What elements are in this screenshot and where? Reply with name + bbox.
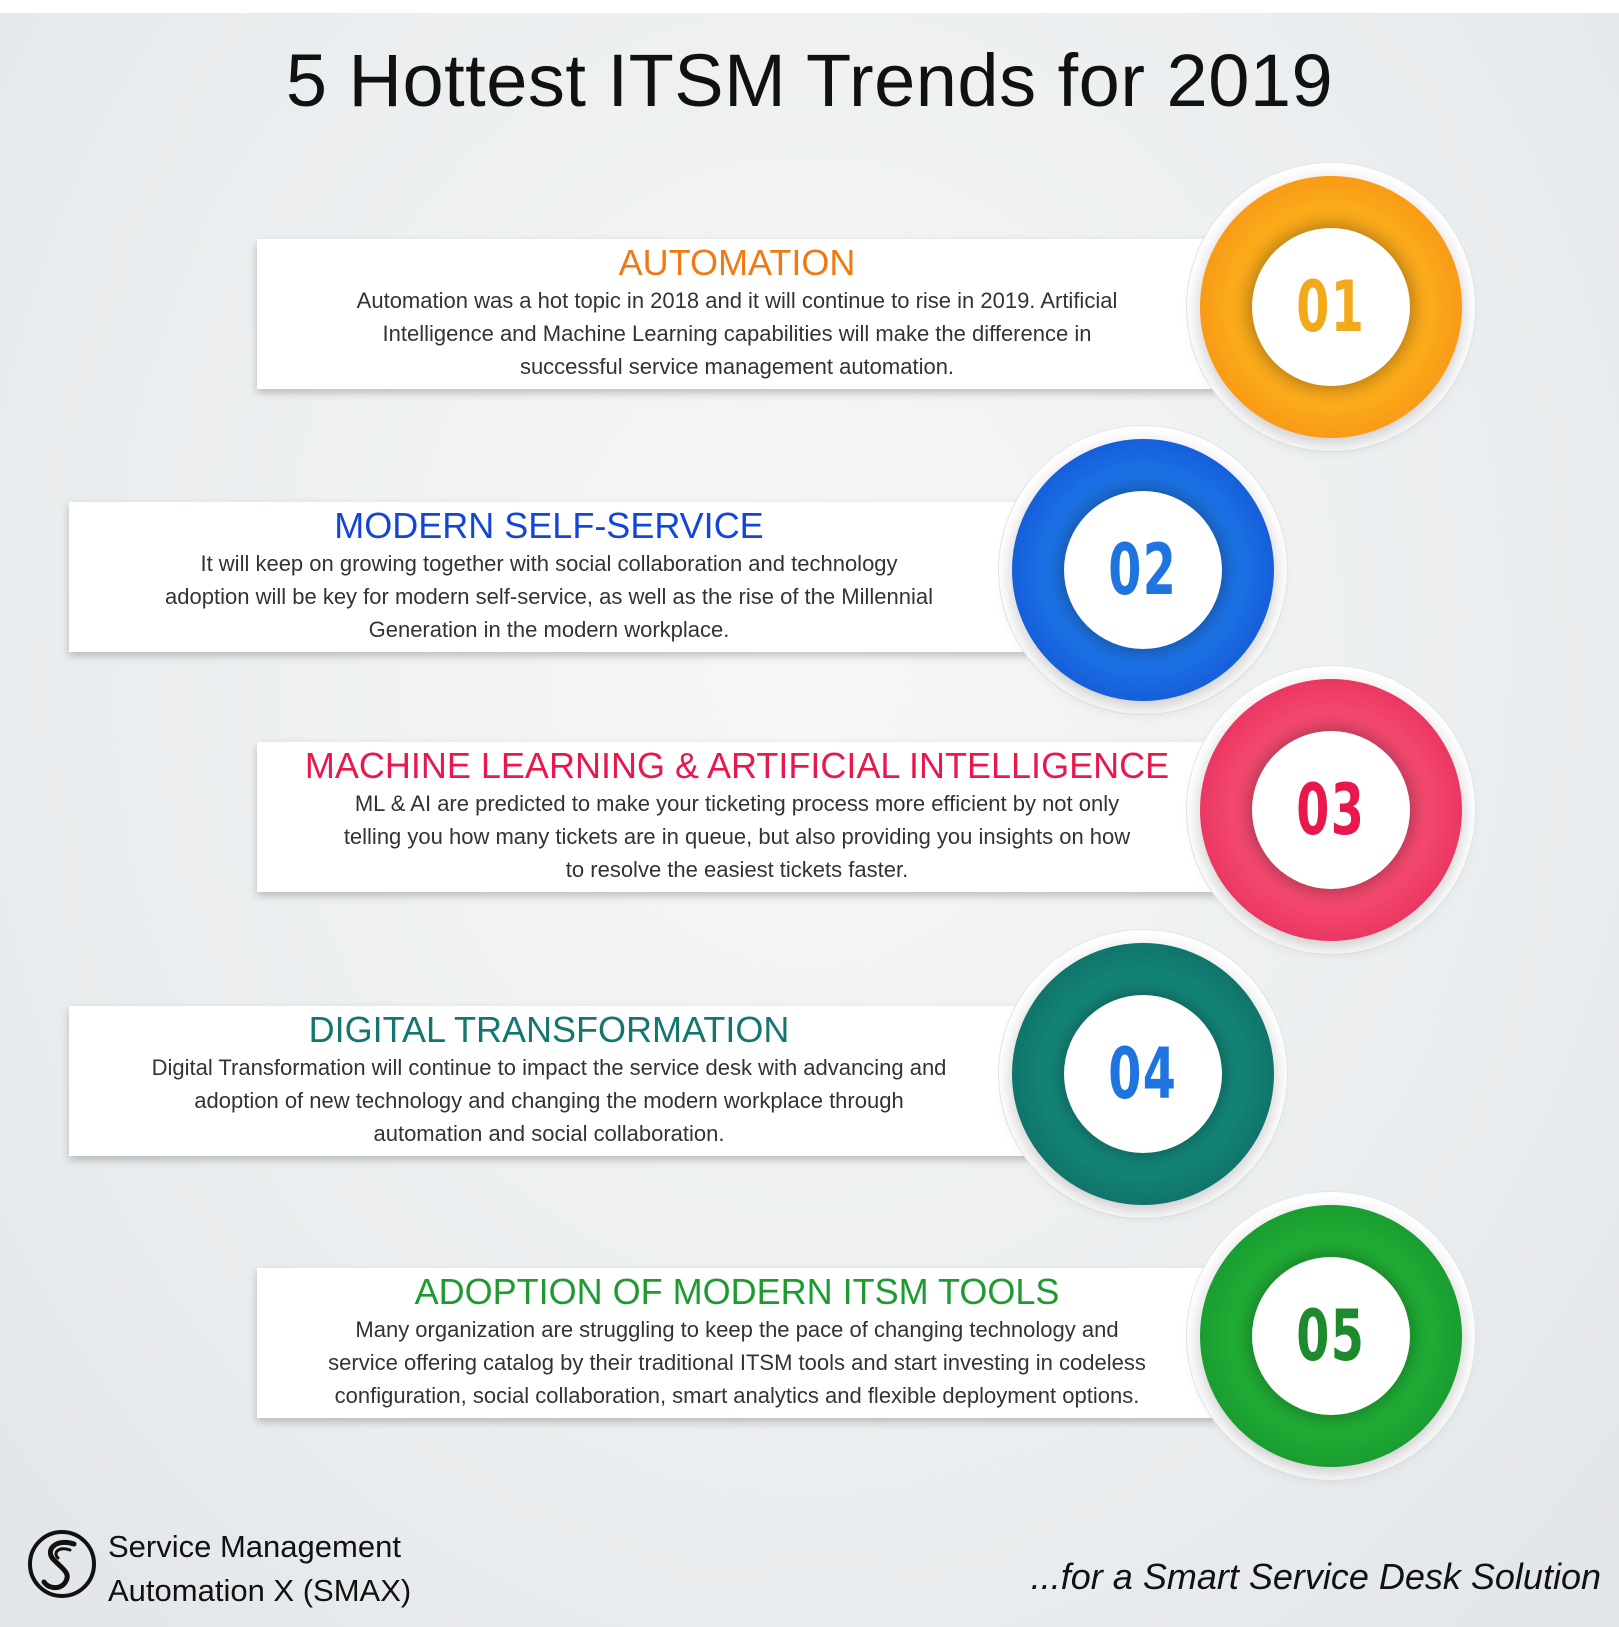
trend-card-adoption-itsm-tools: ADOPTION OF MODERN ITSM TOOLS Many organ… — [257, 1268, 1217, 1418]
number-badge-05: 05 — [1200, 1205, 1462, 1467]
number-badge-04: 04 — [1012, 943, 1274, 1205]
badge-number: 04 — [1108, 1033, 1178, 1115]
brand-line: Automation X (SMAX) — [108, 1573, 412, 1608]
tagline: ...for a Smart Service Desk Solution — [1030, 1556, 1601, 1597]
trend-heading: DIGITAL TRANSFORMATION — [308, 1008, 790, 1050]
description-line: to resolve the easiest tickets faster. — [565, 856, 909, 882]
number-badge-03: 03 — [1200, 679, 1462, 941]
trend-description: Digital Transformation will continue to … — [152, 1051, 947, 1150]
smax-logo-icon — [28, 1530, 96, 1598]
number-badge-01: 01 — [1200, 176, 1462, 438]
trend-card-digital-transformation: DIGITAL TRANSFORMATION Digital Transform… — [69, 1006, 1029, 1156]
badge-number: 02 — [1108, 529, 1178, 611]
brand-name: Service Management Automation X (SMAX) — [108, 1525, 411, 1613]
description-line: Generation in the modern workplace. — [368, 616, 730, 642]
badge-number: 01 — [1296, 266, 1366, 348]
trend-description: It will keep on growing together with so… — [165, 547, 933, 646]
description-line: successful service management automation… — [519, 353, 955, 379]
trend-heading: MACHINE LEARNING & ARTIFICIAL INTELLIGEN… — [304, 744, 1170, 786]
description-line: Many organization are struggling to keep… — [355, 1316, 1119, 1342]
badge-number: 03 — [1296, 769, 1366, 851]
description-line: Automation was a hot topic in 2018 and i… — [356, 287, 1118, 313]
number-badge-02: 02 — [1012, 439, 1274, 701]
trend-card-automation: AUTOMATION Automation was a hot topic in… — [257, 239, 1217, 389]
trend-heading: MODERN SELF-SERVICE — [334, 504, 764, 546]
trend-description: ML & AI are predicted to make your ticke… — [344, 787, 1130, 886]
badge-number: 05 — [1296, 1295, 1366, 1377]
trend-heading: ADOPTION OF MODERN ITSM TOOLS — [414, 1270, 1060, 1312]
trend-card-modern-self-service: MODERN SELF-SERVICE It will keep on grow… — [69, 502, 1029, 652]
description-line: configuration, social collaboration, sma… — [334, 1382, 1140, 1408]
description-line: It will keep on growing together with so… — [200, 550, 898, 576]
trend-description: Automation was a hot topic in 2018 and i… — [357, 284, 1118, 383]
description-line: ML & AI are predicted to make your ticke… — [354, 790, 1120, 816]
trend-card-ml-ai: MACHINE LEARNING & ARTIFICIAL INTELLIGEN… — [257, 742, 1217, 892]
trend-heading: AUTOMATION — [618, 241, 856, 283]
trend-description: Many organization are struggling to keep… — [328, 1313, 1146, 1412]
description-line: service offering catalog by their tradit… — [328, 1349, 1146, 1375]
description-line: Digital Transformation will continue to … — [151, 1054, 947, 1080]
description-line: Intelligence and Machine Learning capabi… — [382, 320, 1092, 346]
brand-line: Service Management — [108, 1529, 401, 1564]
description-line: adoption of new technology and changing … — [194, 1087, 904, 1113]
description-line: automation and social collaboration. — [373, 1120, 725, 1146]
description-line: adoption will be key for modern self-ser… — [165, 583, 933, 609]
page-title: 5 Hottest ITSM Trends for 2019 — [285, 39, 1334, 122]
top-strip — [0, 0, 1619, 13]
description-line: telling you how many tickets are in queu… — [343, 823, 1131, 849]
